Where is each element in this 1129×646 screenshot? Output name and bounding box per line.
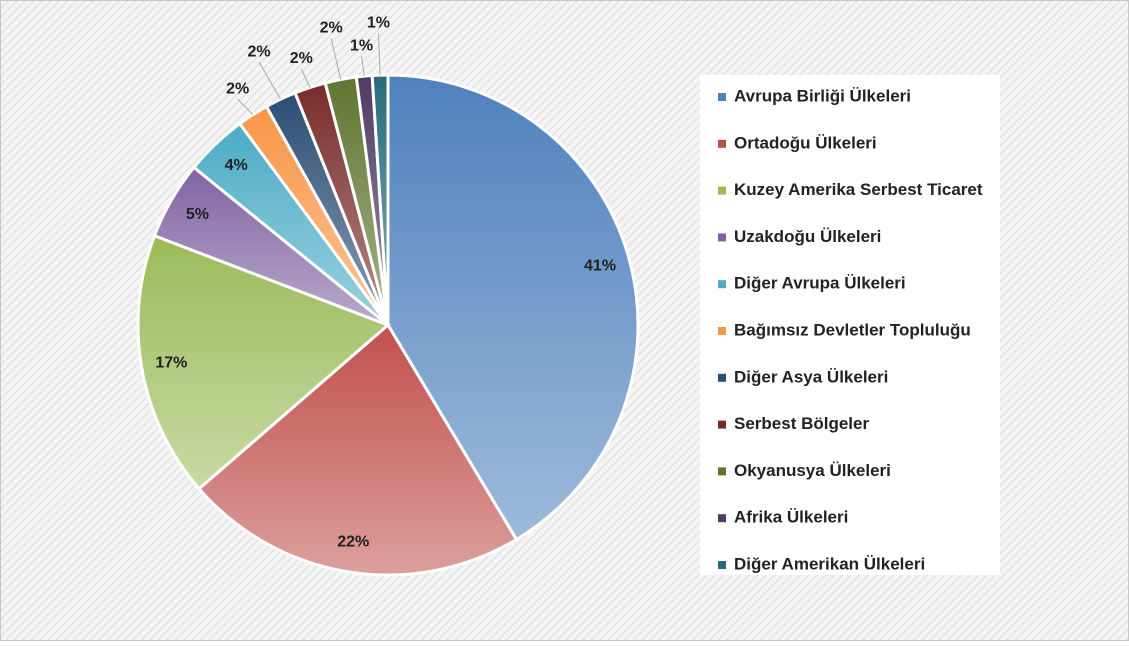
data-label: 5% xyxy=(186,206,209,223)
data-label: 1% xyxy=(367,14,390,31)
legend-swatch xyxy=(718,373,726,382)
legend-swatch xyxy=(718,327,726,335)
pie-slice xyxy=(386,73,640,542)
leader-line xyxy=(361,56,365,77)
legend-label: Serbest Bölgeler xyxy=(734,414,869,433)
pie-slice xyxy=(136,233,391,491)
legend-swatch xyxy=(718,233,726,242)
legend-label: Diğer Amerikan Ülkeleri xyxy=(734,554,925,573)
data-label: 2% xyxy=(247,43,270,60)
data-label: 17% xyxy=(155,354,187,371)
legend-label: Avrupa Birliği Ülkeleri xyxy=(734,86,911,105)
legend-label: Afrika Ülkeleri xyxy=(734,508,848,527)
legend-swatch xyxy=(718,280,726,289)
data-label: 2% xyxy=(226,80,249,97)
data-label: 2% xyxy=(290,50,313,67)
legend-label: Kuzey Amerika Serbest Ticaret xyxy=(734,180,983,199)
data-label: 2% xyxy=(320,20,343,37)
leader-line xyxy=(377,33,381,76)
legend-label: Uzakdoğu Ülkeleri xyxy=(734,227,881,246)
legend-swatch xyxy=(718,561,726,569)
legend-box xyxy=(700,75,1000,575)
legend-label: Okyanusya Ülkeleri xyxy=(734,461,891,480)
leader-line xyxy=(300,68,311,88)
legend-label: Diğer Avrupa Ülkeleri xyxy=(734,274,906,293)
data-label: 41% xyxy=(584,258,616,275)
legend-swatch xyxy=(718,514,726,523)
legend-swatch xyxy=(718,420,726,429)
pie-slice xyxy=(196,322,519,577)
legend-swatch xyxy=(718,93,726,101)
data-label: 22% xyxy=(337,533,369,550)
legend-swatch xyxy=(718,139,726,148)
legend-swatch xyxy=(718,186,726,195)
legend-label: Bağımsız Devletler Topluluğu xyxy=(734,320,971,339)
data-label: 4% xyxy=(225,157,248,174)
legend-label: Diğer Asya Ülkeleri xyxy=(734,367,888,386)
legend-label: Ortadoğu Ülkeleri xyxy=(734,133,877,152)
data-label: 1% xyxy=(350,37,373,54)
leader-line xyxy=(258,61,281,100)
leader-line xyxy=(330,38,342,80)
leader-line xyxy=(237,98,254,116)
legend-swatch xyxy=(718,467,726,476)
